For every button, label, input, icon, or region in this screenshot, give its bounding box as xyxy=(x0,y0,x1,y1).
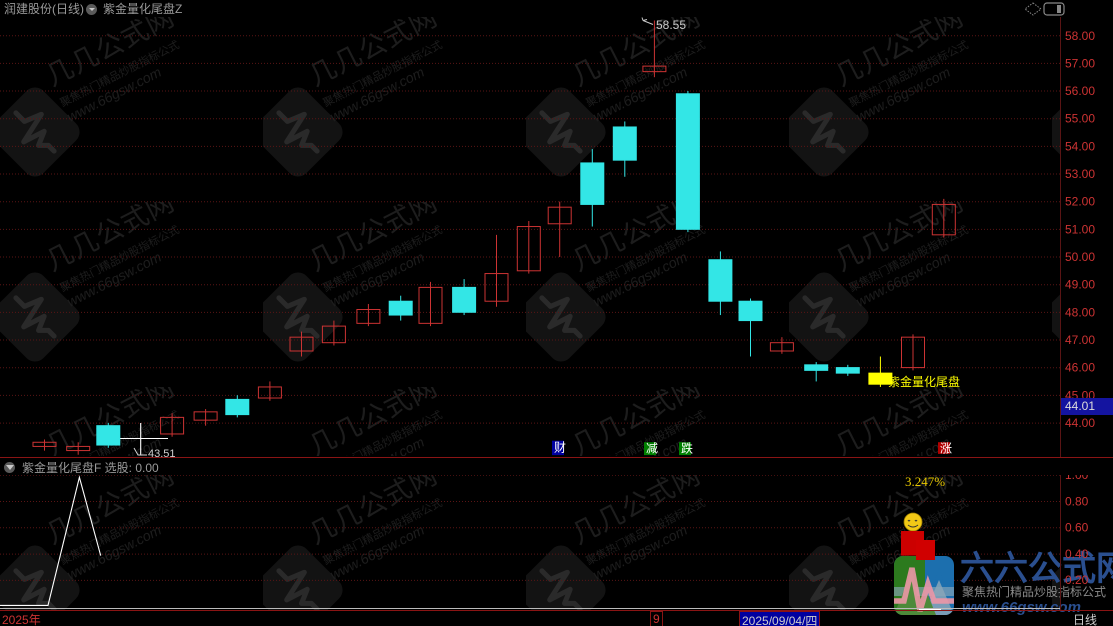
svg-text:44.00: 44.00 xyxy=(1065,416,1095,430)
svg-text:跌: 跌 xyxy=(681,441,693,456)
svg-text:47.00: 47.00 xyxy=(1065,333,1095,347)
svg-text:涨: 涨 xyxy=(940,441,952,456)
svg-text:50.00: 50.00 xyxy=(1065,250,1095,264)
svg-text:46.00: 46.00 xyxy=(1065,361,1095,375)
svg-text:48.00: 48.00 xyxy=(1065,305,1095,319)
svg-text:57.00: 57.00 xyxy=(1065,56,1095,70)
svg-text:51.00: 51.00 xyxy=(1065,222,1095,236)
svg-text:55.00: 55.00 xyxy=(1065,112,1095,126)
svg-text:58.55: 58.55 xyxy=(656,18,686,32)
svg-text:减: 减 xyxy=(646,442,658,456)
svg-text:54.00: 54.00 xyxy=(1065,139,1095,153)
svg-text:56.00: 56.00 xyxy=(1065,84,1095,98)
svg-text:53.00: 53.00 xyxy=(1065,167,1095,181)
svg-text:58.00: 58.00 xyxy=(1065,29,1095,43)
svg-text:财: 财 xyxy=(554,441,566,455)
svg-text:紫金量化尾盘: 紫金量化尾盘 xyxy=(888,374,960,389)
svg-text:52.00: 52.00 xyxy=(1065,195,1095,209)
svg-text:0.60: 0.60 xyxy=(1065,521,1089,535)
svg-text:0.20: 0.20 xyxy=(1065,573,1089,587)
svg-text:0.80: 0.80 xyxy=(1065,494,1089,508)
svg-text:49.00: 49.00 xyxy=(1065,278,1095,292)
svg-text:1.00: 1.00 xyxy=(1065,475,1089,482)
svg-text:3.247%: 3.247% xyxy=(905,475,945,489)
svg-text:0.40: 0.40 xyxy=(1065,547,1089,561)
